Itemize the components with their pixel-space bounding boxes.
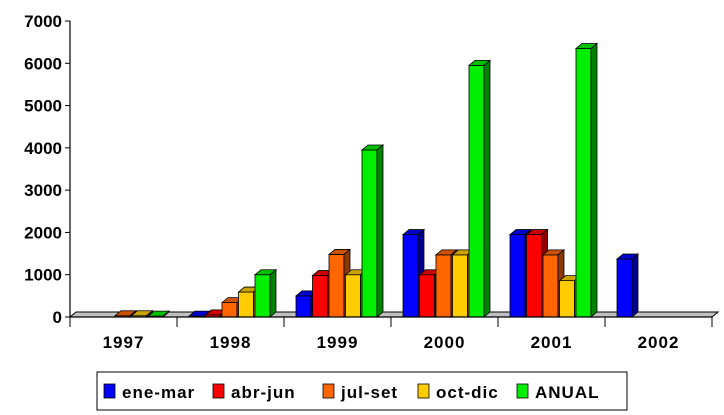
legend-label: oct-dic [436,383,499,402]
y-tick-label: 0 [53,308,62,327]
bar-ANUAL-1998 [253,268,278,318]
x-category-label: 2000 [424,333,466,352]
x-category-label: 1997 [103,333,145,352]
x-category-label: 2001 [531,333,573,352]
legend-item-ANUAL: ANUAL [516,383,600,402]
bar-oct-dic-1997 [130,309,154,318]
y-tick-label: 7000 [24,12,62,31]
legend-swatch [516,383,529,399]
y-tick-labels: 0 1000 2000 3000 4000 5000 6000 7000 [24,12,62,327]
y-tick-label: 5000 [24,97,62,116]
bar-ene-mar-2002 [615,253,640,318]
legend-item-abr-jun: abr-jun [212,383,296,402]
x-category-label: 1999 [317,333,359,352]
legend-swatch [322,383,335,399]
y-tick-label: 2000 [24,223,62,242]
x-category-labels: 1997 1998 1999 2000 2001 2002 [103,333,680,352]
y-tick-label: 1000 [24,266,62,285]
legend-swatch [103,383,116,399]
bar-ANUAL-2001 [574,42,599,318]
legend-label: ANUAL [535,383,600,402]
legend-item-ene-mar: ene-mar [103,383,195,402]
legend-swatch [212,383,225,399]
legend: ene-mar abr-jun jul-set oct-dic ANUAL [96,371,628,411]
legend-label: abr-jun [231,383,296,402]
bar-ANUAL-1999 [360,144,385,318]
y-tick-label: 6000 [24,54,62,73]
legend-swatch [417,383,430,399]
x-category-label: 2002 [638,333,680,352]
axes-group [65,20,713,327]
bar-ANUAL-2000 [467,59,492,318]
legend-box [96,371,628,411]
y-tick-label: 4000 [24,139,62,158]
legend-item-oct-dic: oct-dic [417,383,499,402]
legend-item-jul-set: jul-set [322,383,398,402]
y-tick-label: 3000 [24,181,62,200]
legend-label: jul-set [340,383,398,402]
x-category-label: 1998 [210,333,252,352]
bars-group [113,42,640,318]
legend-label: ene-mar [122,383,195,402]
